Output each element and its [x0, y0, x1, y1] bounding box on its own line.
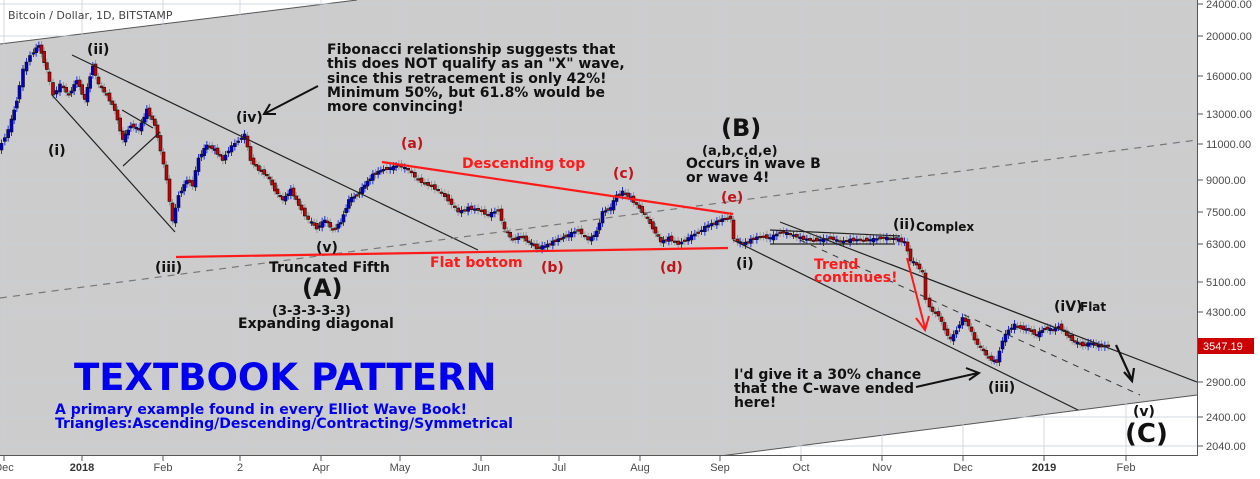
price-tick-label: 2900.00 — [1206, 377, 1246, 389]
svg-text:more convincing!: more convincing! — [327, 99, 464, 115]
svg-text:or wave 4!: or wave 4! — [686, 170, 769, 186]
wave-label-iii: (iii) — [155, 260, 182, 276]
flat-bottom-line — [175, 246, 729, 259]
headline: TEXTBOOK PATTERN — [74, 356, 496, 399]
price-tick-label: 4300.00 — [1206, 307, 1246, 319]
wave-label-i: (i) — [48, 143, 66, 159]
last-price-badge: 3547.19 — [1198, 338, 1254, 354]
wave-label-c: (c) — [613, 166, 634, 182]
subline-2: Triangles:Ascending/Descending/Contracti… — [55, 416, 513, 432]
time-tick-label: Apr — [312, 462, 329, 474]
chance-note: I'd give it a 30% chance that the C-wave… — [734, 367, 921, 411]
wave-label-c-iv: (iV) — [1054, 299, 1082, 315]
price-axis-ticks: 24000.00 20000.00 16000.00 13000.00 11000.00… — [1198, 0, 1252, 453]
price-tick-label: 16000.00 — [1206, 71, 1252, 83]
time-tick-label: Aug — [630, 462, 650, 474]
price-tick-label: 6300.00 — [1206, 239, 1246, 251]
svg-text:continues!: continues! — [814, 270, 898, 286]
price-tick-label: 5100.00 — [1206, 277, 1246, 289]
price-tick-label: 20000.00 — [1206, 31, 1252, 43]
svg-text:(B): (B) — [721, 114, 761, 142]
channel-fill — [0, 0, 1197, 479]
wave-label-a: (a) — [401, 136, 423, 152]
svg-text:Expanding diagonal: Expanding diagonal — [238, 316, 394, 332]
price-tick-label: 2040.00 — [1206, 441, 1246, 453]
arrow-icon — [915, 367, 982, 388]
flat-label: Flat — [1080, 300, 1106, 314]
price-tick-label: 9000.00 — [1206, 175, 1246, 187]
price-tick-label: 24000.00 — [1206, 0, 1252, 11]
wave-label-ii: (ii) — [87, 42, 109, 58]
wave-C-label: (C) — [1125, 419, 1168, 449]
flat-bottom-label: Flat bottom — [430, 255, 523, 271]
channel-top-line — [0, 0, 358, 45]
wave-label-c-iii: (iii) — [988, 380, 1015, 396]
chart-title: Bitcoin / Dollar, 1D, BITSTAMP — [8, 9, 173, 22]
time-axis-ticks: Dec 2018 Feb 2 Apr May Jun Jul Aug Sep Oct Nov Dec 20… — [0, 456, 1135, 474]
svg-text:that the C-wave ended: that the C-wave ended — [734, 381, 914, 397]
svg-text:here!: here! — [734, 395, 776, 411]
descending-top-label: Descending top — [462, 156, 585, 172]
trend-lines — [51, 54, 1198, 411]
svg-text:(a,b,c,d,e): (a,b,c,d,e) — [702, 144, 778, 159]
wave-A-annotation: Truncated Fifth (A) (3-3-3-3-3) Expandin… — [238, 260, 394, 332]
time-tick-label: May — [390, 462, 411, 474]
svg-text:Fibonacci relationship suggest: Fibonacci relationship suggests that — [327, 42, 616, 58]
time-tick-label: Nov — [872, 462, 892, 474]
time-tick-label: Jul — [552, 462, 566, 474]
fibonacci-note: Fibonacci relationship suggests that thi… — [327, 42, 625, 115]
svg-text:(3-3-3-3-3): (3-3-3-3-3) — [272, 304, 351, 319]
arrow-icon — [262, 85, 319, 115]
time-axis[interactable] — [0, 456, 1198, 479]
arrow-icon — [906, 257, 930, 333]
price-tick-label: 7500.00 — [1206, 207, 1246, 219]
svg-text:Minimum 50%, but 61.8% would b: Minimum 50%, but 61.8% would be — [327, 85, 605, 101]
price-tick-label: 2400.00 — [1206, 412, 1246, 424]
svg-text:(A): (A) — [302, 274, 343, 302]
price-tick-label: 11000.00 — [1206, 139, 1251, 151]
wave-label-iv: (iv) — [236, 110, 263, 126]
price-tick-label: 13000.00 — [1206, 109, 1252, 121]
svg-text:Trend: Trend — [814, 257, 858, 273]
svg-text:this does NOT qualify as an "X: this does NOT qualify as an "X" wave, — [327, 56, 625, 72]
wave-label-c-v: (v) — [1133, 404, 1155, 420]
wave-label-v: (v) — [316, 240, 338, 256]
svg-text:Occurs in wave B: Occurs in wave B — [686, 156, 821, 172]
grid-lines — [0, 0, 1197, 455]
wave-label-d: (d) — [660, 260, 683, 276]
descending-top-line — [381, 160, 734, 216]
dashed-trend-line — [0, 139, 1198, 299]
wave-label-e: (e) — [721, 190, 743, 206]
wave-label-c-i: (i) — [736, 256, 754, 272]
time-tick-label: 2018 — [70, 462, 94, 474]
svg-text:since this retracement is only: since this retracement is only 42%! — [327, 71, 607, 87]
wave-label-b: (b) — [541, 260, 564, 276]
time-tick-label: Feb — [154, 462, 173, 474]
svg-text:I'd give it a 30% chance: I'd give it a 30% chance — [734, 367, 921, 383]
time-tick-label: 2019 — [1032, 462, 1056, 474]
dashed-channel-mid — [799, 239, 1141, 396]
time-tick-label: Dec — [953, 462, 973, 474]
time-tick-label: Jun — [472, 462, 490, 474]
time-tick-label: Oct — [792, 462, 809, 474]
wave-B-annotation: (B) (a,b,c,d,e) Occurs in wave B or wave… — [686, 114, 821, 186]
subline-1: A primary example found in every Elliot … — [55, 402, 467, 418]
time-tick-label: Sep — [710, 462, 730, 474]
time-tick-label: 2 — [237, 462, 243, 474]
time-tick-label: Feb — [1117, 462, 1136, 474]
price-axis[interactable] — [1198, 0, 1260, 479]
trend-continues-note: Trend continues! — [814, 257, 898, 286]
wave-label-c-ii: (ii) — [893, 217, 915, 233]
time-tick-label: Dec — [0, 462, 14, 474]
arrow-icon — [1114, 344, 1136, 384]
svg-text:Truncated Fifth: Truncated Fifth — [269, 260, 390, 276]
svg-text:3547.19: 3547.19 — [1203, 341, 1243, 353]
complex-label: Complex — [916, 220, 974, 234]
